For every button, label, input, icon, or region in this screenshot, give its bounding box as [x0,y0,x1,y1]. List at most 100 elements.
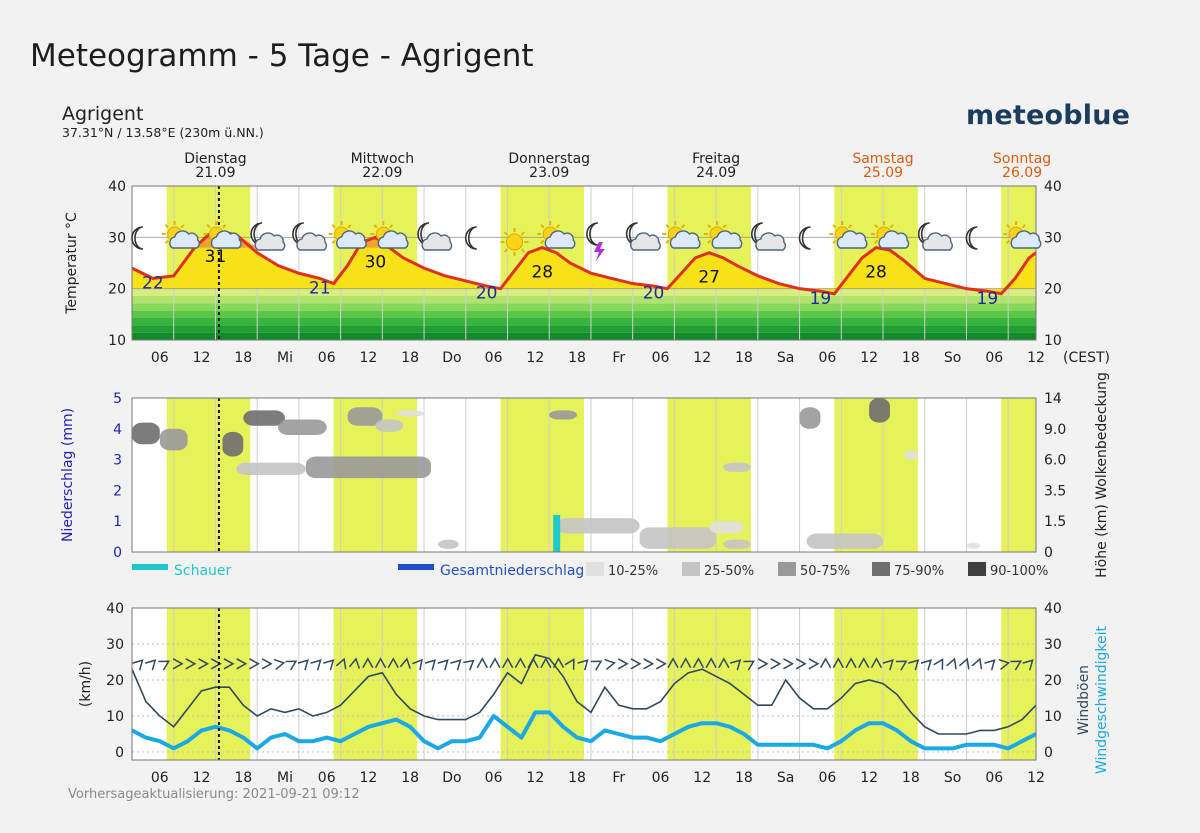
day-date: 22.09 [362,165,402,181]
cloud-cover-cell [236,462,306,475]
wind-direction-arrow [236,658,248,670]
legend-label: 10-25% [608,564,658,579]
wind-direction-arrow [323,659,335,671]
sun-cloud-icon [662,221,701,249]
moon-cloud-icon [625,222,661,251]
cloud-cover-cell [549,410,578,420]
wind-direction-arrow [476,657,488,669]
arrow-head [971,657,983,670]
y-tick-right: 10 [1044,709,1062,725]
temperature-scale-band [132,310,1036,318]
wind-direction-arrow [540,657,552,669]
arrow-head [374,657,387,669]
arrow-head [132,659,144,671]
sun-cloud-icon [203,221,242,249]
sun-ray [1006,239,1011,244]
sun-ray [180,224,185,229]
sun-ray [164,239,170,244]
y-tick-left: 30 [106,637,124,653]
x-tick-hour: 06 [818,350,836,366]
cloud-shape [421,232,453,251]
arrow-head [1010,660,1022,671]
moon-icon [965,226,978,250]
cloud-cover-cell [556,518,640,534]
cloud-cover-cell [132,422,160,445]
x-tick-day: Mi [277,770,293,786]
wind-direction-arrow [335,657,347,670]
sun-cloud-icon [537,221,576,249]
wind-direction-arrow [412,658,423,671]
wind-direction-arrow [527,657,539,669]
wind-direction-arrow [743,660,755,671]
legend-swatch [682,562,700,576]
day-name: Freitag [692,151,740,167]
arrow-head [667,657,679,669]
sun-ray [540,224,545,229]
wind-direction-arrow [399,657,411,669]
y-axis-label: (km/h) [78,661,94,707]
legend-swatch [872,562,890,576]
wind-direction-arrow [808,658,820,670]
arrow-head [1022,659,1034,671]
wind-direction-arrow [502,657,514,669]
wind-direction-arrow [895,660,908,671]
arrow-head [527,657,539,669]
cloud-cover-cell [806,533,884,549]
x-axis-unit: (CEST) [1063,350,1110,366]
sun-icon [500,228,529,256]
update-timestamp: Vorhersageaktualisierung: 2021-09-21 09:… [68,787,360,802]
arrow-head [412,658,423,671]
x-tick-day: Fr [612,770,625,786]
x-tick-day: So [944,350,961,366]
cloud-cover-cell [305,456,432,479]
arrow-head [858,657,870,669]
panel-frame [131,185,1037,341]
wind-direction-arrow [210,658,222,670]
moon-cloud-icon [417,222,453,251]
cloud-cover-cell [159,428,188,451]
wind-direction-arrow [374,657,387,669]
sun-cloud-icon [1003,221,1042,249]
arrow-head [998,658,1011,671]
arrow-head [770,658,782,670]
sun-ray [874,239,879,244]
y-axis-label-gusts: Windböen [1076,665,1092,735]
temperature-scale-band [132,332,1036,340]
arrow-head [564,658,575,670]
day-name: Sonntag [993,151,1051,167]
arrow-head [783,658,794,670]
y-tick-left: 0 [115,745,124,761]
x-tick-day: So [944,770,961,786]
location-coordinates: 37.31°N / 13.58°E (230m ü.NN.) [62,125,264,140]
legend-label: 75-90% [894,564,944,579]
arrow-head [236,658,248,670]
arrow-head [399,657,411,669]
wind-direction-arrow [770,658,782,670]
moon-cloud-icon [751,222,787,251]
sun-cloud-icon [328,221,367,249]
cloud-shape [210,230,242,249]
daytime-band [834,398,918,552]
y-axis-label-right: Höhe (km) Wolkenbedeckung [1094,372,1110,578]
daytime-band [333,608,418,760]
cloud-cover-cell [709,521,744,534]
y-axis-label: Temperatur °C [64,212,80,315]
y-tick-right: 40 [1044,179,1062,195]
wind-direction-arrow [971,657,983,670]
arrow-head [718,657,730,669]
x-tick-hour: 18 [735,350,753,366]
y-tick-right: 1.5 [1044,514,1066,530]
wind-direction-arrow [998,658,1011,671]
x-tick-hour: 06 [818,770,836,786]
sun-cloud-icon [370,221,409,249]
wind-direction-arrow [172,658,184,670]
arrow-head [730,659,742,671]
wind-direction-arrow [310,659,322,671]
brand-logo[interactable]: meteoblue [966,100,1131,131]
wind-direction-arrow [630,658,642,670]
sun-cloud-icon [161,221,200,249]
sun-cloud-icon [829,221,868,249]
cloud-cover-cell [437,539,459,549]
arrow-head [680,657,692,669]
day-date: 26.09 [1002,165,1042,181]
